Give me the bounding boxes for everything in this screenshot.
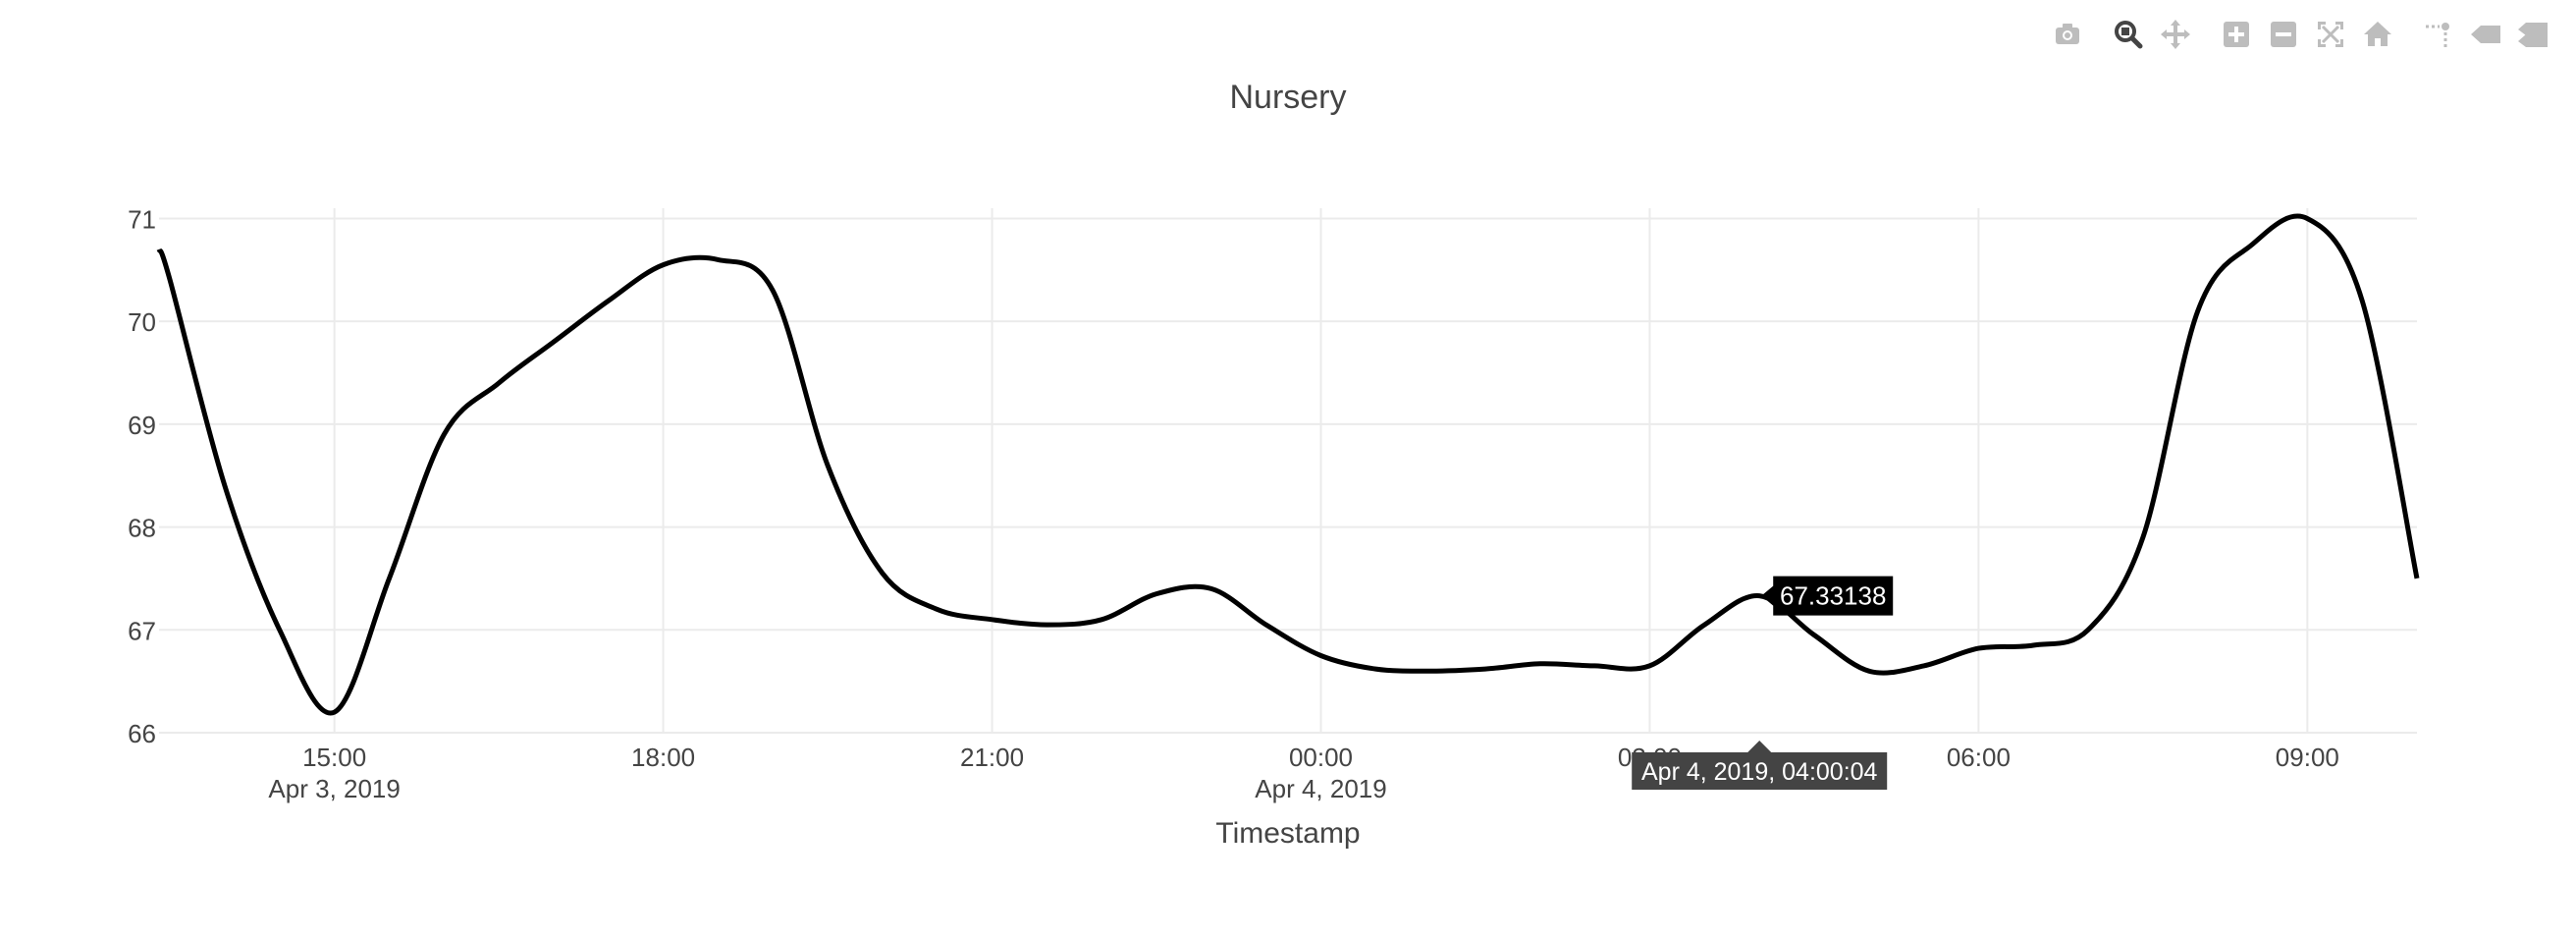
x-tick-sublabel: Apr 4, 2019 <box>1255 774 1386 803</box>
x-tick-label: 06:00 <box>1947 743 2011 772</box>
spike-lines-button[interactable] <box>2418 14 2459 55</box>
y-tick-label: 67 <box>128 616 156 645</box>
chart-title: Nursery <box>1229 79 1346 116</box>
hover-x-label: Apr 4, 2019, 04:00:04 <box>1632 741 1888 790</box>
x-tick-label: 18:00 <box>631 743 695 772</box>
x-tick-label: 09:00 <box>2276 743 2339 772</box>
y-tick-label: 66 <box>128 719 156 748</box>
zoom-out-button[interactable] <box>2263 14 2304 55</box>
reset-axes-button[interactable] <box>2357 14 2398 55</box>
hover-closest-icon <box>2471 26 2500 43</box>
zoom-out-icon <box>2271 22 2296 47</box>
hover-value-text: 67.33138 <box>1780 581 1886 611</box>
pan-icon <box>2161 20 2190 49</box>
download-plot-button[interactable] <box>2047 14 2088 55</box>
x-tick-sublabel: Apr 3, 2019 <box>268 774 400 803</box>
pan-button[interactable] <box>2155 14 2196 55</box>
hover-tooltip: 67.33138 Apr 4, 2019, 04:00:04 <box>1632 576 1894 790</box>
y-axis-ticks: 66 67 68 69 70 71 <box>128 204 156 748</box>
hover-compare-button[interactable] <box>2512 14 2553 55</box>
hover-value-box <box>1761 576 1894 616</box>
grid-lines <box>159 208 2417 734</box>
spike-lines-icon <box>2426 23 2449 47</box>
zoom-in-button[interactable] <box>2216 14 2257 55</box>
hover-x-text: Apr 4, 2019, 04:00:04 <box>1641 758 1878 786</box>
y-tick-label: 71 <box>128 204 156 234</box>
x-tick-label: 00:00 <box>1289 743 1353 772</box>
x-axis-title: Timestamp <box>1215 817 1360 850</box>
autoscale-icon <box>2318 22 2343 47</box>
x-tick-label: 15:00 <box>302 743 366 772</box>
y-tick-label: 70 <box>128 307 156 337</box>
zoom-in-icon <box>2224 22 2249 47</box>
camera-icon <box>2056 24 2079 44</box>
home-icon <box>2364 22 2391 46</box>
hover-compare-icon <box>2518 23 2548 47</box>
hover-x-box <box>1632 741 1888 790</box>
hover-closest-button[interactable] <box>2465 14 2506 55</box>
y-tick-label: 69 <box>128 411 156 440</box>
zoom-icon <box>2115 21 2143 49</box>
y-tick-label: 68 <box>128 514 156 543</box>
series-line[interactable] <box>156 213 2420 716</box>
x-tick-label: 21:00 <box>960 743 1024 772</box>
autoscale-button[interactable] <box>2310 14 2351 55</box>
zoom-button[interactable] <box>2108 14 2149 55</box>
hover-value-label: 67.33138 <box>1761 576 1894 616</box>
